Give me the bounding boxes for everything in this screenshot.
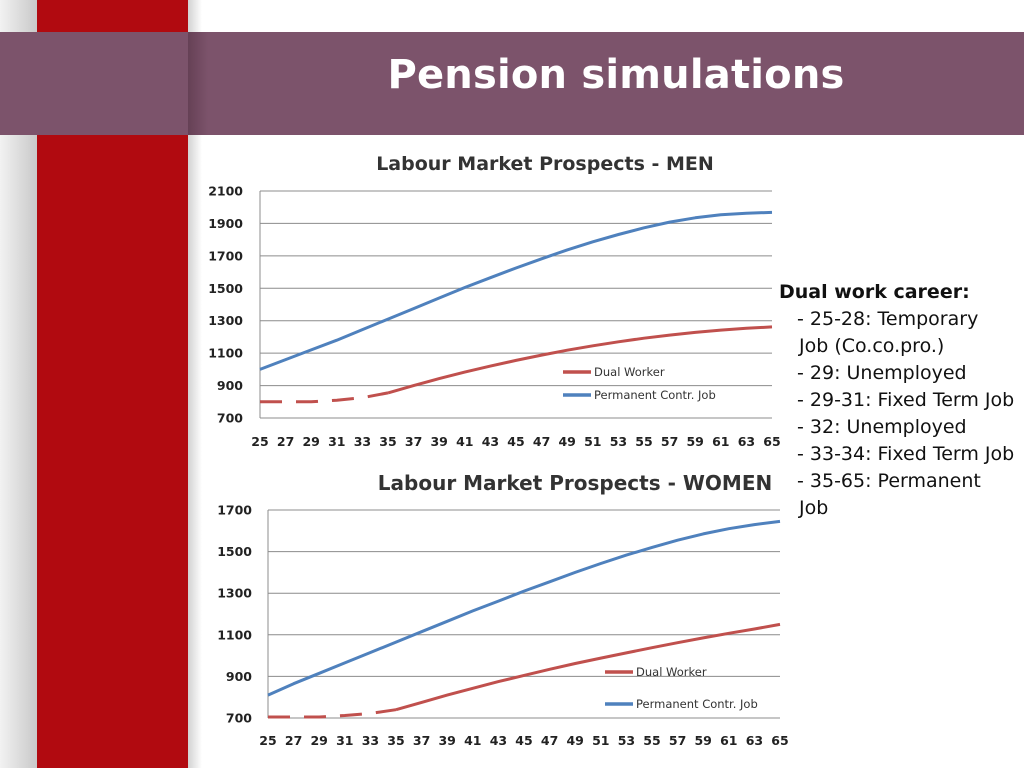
y-tick-label: 1700	[208, 248, 243, 263]
notes-panel: Dual work career: - 25-28: Temporary Job…	[779, 279, 1019, 522]
x-tick-label: 57	[661, 434, 678, 449]
y-tick-label: 900	[217, 378, 243, 393]
x-tick-label: 65	[771, 733, 788, 748]
y-tick-label: 700	[226, 711, 252, 726]
x-tick-label: 33	[354, 434, 371, 449]
x-tick-label: 59	[686, 434, 703, 449]
x-tick-label: 49	[558, 434, 575, 449]
x-tick-label: 41	[464, 733, 481, 748]
page-title: Pension simulations	[387, 52, 845, 98]
notes-item: - 33-34: Fixed Term Job	[797, 443, 1015, 465]
notes-item: - 32: Unemployed	[797, 416, 967, 438]
legend-label: Permanent Contr. Job	[636, 697, 758, 711]
series-line	[260, 391, 389, 404]
x-tick-label: 45	[515, 733, 532, 748]
x-tick-label: 39	[430, 434, 447, 449]
x-tick-label: 63	[738, 434, 755, 449]
x-tick-label: 55	[635, 434, 652, 449]
notes-item: Job	[799, 497, 829, 519]
y-tick-label: 1900	[208, 216, 243, 231]
x-tick-label: 65	[763, 434, 780, 449]
x-tick-label: 49	[566, 733, 583, 748]
x-tick-label: 53	[618, 733, 635, 748]
x-tick-label: 47	[541, 733, 558, 748]
chart-women: Labour Market Prospects - WOMEN 700 900 110…	[217, 471, 789, 748]
x-tick-label: 47	[533, 434, 550, 449]
y-tick-label: 700	[217, 411, 243, 426]
series-line	[268, 708, 397, 719]
legend-label: Dual Worker	[636, 665, 707, 679]
y-tick-label: 1100	[208, 346, 243, 361]
chart-title: Labour Market Prospects - MEN	[376, 153, 714, 175]
series-line	[259, 210, 773, 371]
x-tick-label: 51	[592, 733, 609, 748]
x-tick-label: 59	[694, 733, 711, 748]
chart-men: Labour Market Prospects - MEN 700 900 1100 1…	[208, 153, 781, 449]
x-tick-label: 35	[387, 733, 404, 748]
series-line	[395, 622, 781, 712]
notes-item: - 35-65: Permanent	[797, 470, 981, 492]
x-tick-label: 27	[285, 733, 302, 748]
x-tick-label: 55	[643, 733, 660, 748]
y-tick-label: 1700	[217, 503, 252, 518]
y-tick-label: 900	[226, 669, 252, 684]
x-tick-label: 39	[438, 733, 455, 748]
y-tick-label: 1100	[217, 627, 252, 642]
x-tick-label: 37	[413, 733, 430, 748]
x-tick-label: 43	[490, 733, 507, 748]
title-band	[0, 32, 1024, 135]
notes-item: - 25-28: Temporary	[797, 308, 979, 330]
notes-heading: Dual work career:	[779, 281, 970, 303]
legend-label: Dual Worker	[594, 365, 665, 379]
x-tick-label: 63	[746, 733, 763, 748]
chart-title: Labour Market Prospects - WOMEN	[378, 471, 772, 495]
title-band-shade	[188, 32, 208, 135]
x-tick-label: 57	[669, 733, 686, 748]
x-tick-label: 25	[259, 733, 276, 748]
notes-item: - 29-31: Fixed Term Job	[797, 389, 1015, 411]
y-tick-label: 1300	[208, 313, 243, 328]
x-tick-label: 61	[712, 434, 729, 449]
left-red-bar-shadow	[188, 0, 202, 768]
series-line	[387, 325, 773, 395]
x-tick-label: 31	[336, 733, 353, 748]
x-tick-label: 37	[405, 434, 422, 449]
x-tick-label: 43	[482, 434, 499, 449]
series-line	[267, 519, 781, 697]
x-tick-label: 25	[251, 434, 268, 449]
x-tick-label: 29	[310, 733, 327, 748]
x-tick-label: 33	[362, 733, 379, 748]
x-tick-label: 35	[379, 434, 396, 449]
x-tick-label: 53	[610, 434, 627, 449]
x-tick-label: 61	[720, 733, 737, 748]
x-tick-label: 29	[302, 434, 319, 449]
y-tick-label: 1500	[208, 281, 243, 296]
x-tick-label: 41	[456, 434, 473, 449]
legend-label: Permanent Contr. Job	[594, 388, 716, 402]
x-tick-label: 27	[277, 434, 294, 449]
y-tick-label: 1300	[217, 586, 252, 601]
y-tick-label: 2100	[208, 184, 243, 199]
x-tick-label: 45	[507, 434, 524, 449]
x-tick-label: 31	[328, 434, 345, 449]
notes-item: - 29: Unemployed	[797, 362, 967, 384]
x-tick-label: 51	[584, 434, 601, 449]
y-tick-label: 1500	[217, 544, 252, 559]
notes-item: Job (Co.co.pro.)	[799, 335, 945, 357]
